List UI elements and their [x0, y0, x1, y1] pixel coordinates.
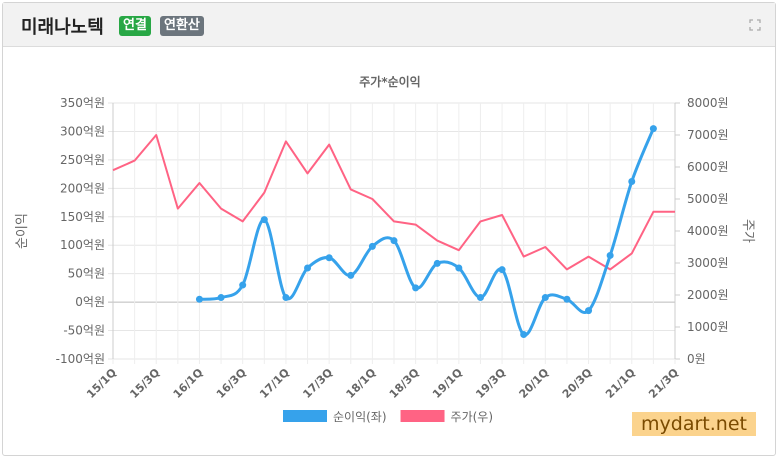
data-point — [476, 294, 484, 302]
y-tick-label: -100억원 — [56, 352, 105, 366]
y-axis-label: 순이익 — [15, 213, 30, 249]
badge[interactable]: 연결 — [119, 16, 151, 36]
data-point — [563, 295, 571, 303]
x-tick-label: 20/1Q — [517, 366, 552, 401]
y-tick-label: 300억원 — [60, 124, 105, 138]
data-point — [325, 254, 333, 262]
legend-label: 주가(우) — [451, 410, 493, 424]
data-point — [649, 125, 657, 133]
y-tick-label: -50억원 — [63, 324, 105, 338]
data-point — [412, 284, 420, 292]
legend-swatch — [400, 410, 445, 422]
y2-tick-label: 7000원 — [687, 128, 729, 142]
x-tick-label: 20/3Q — [560, 366, 595, 401]
x-tick-label: 16/3Q — [214, 366, 249, 401]
legend-swatch — [283, 410, 327, 422]
data-point — [606, 251, 614, 259]
y-tick-label: 250억원 — [60, 153, 105, 167]
y2-tick-label: 4000원 — [687, 224, 729, 238]
chart-title: 주가*순이익 — [359, 74, 420, 89]
x-tick-label: 18/3Q — [387, 366, 422, 401]
y2-tick-label: 3000원 — [687, 256, 729, 270]
x-tick-label: 18/1Q — [344, 366, 379, 401]
y2-axis-label: 주가 — [740, 219, 755, 243]
data-point — [585, 307, 593, 315]
x-tick-label: 17/1Q — [257, 366, 292, 401]
data-point — [239, 281, 247, 289]
x-tick-label: 21/1Q — [603, 366, 638, 401]
x-tick-label: 19/3Q — [473, 366, 508, 401]
company-title: 미래나노텍 — [21, 17, 104, 38]
x-tick-label: 16/1Q — [171, 366, 206, 401]
data-point — [541, 294, 549, 302]
y-tick-label: 350억원 — [60, 96, 105, 110]
data-point — [520, 331, 528, 339]
legend-label: 순이익(좌) — [333, 410, 387, 424]
data-point — [260, 216, 268, 224]
card: 미래나노텍 연결 연환산 — [2, 2, 776, 456]
y2-tick-label: 2000원 — [687, 288, 729, 302]
data-point — [347, 271, 355, 279]
x-tick-label: 21/3Q — [646, 366, 681, 401]
data-point — [433, 259, 441, 267]
data-point — [217, 294, 225, 302]
x-tick-label: 19/1Q — [430, 366, 465, 401]
y-tick-label: 50억원 — [68, 267, 105, 281]
y-tick-label: 200억원 — [60, 181, 105, 195]
x-tick-label: 15/3Q — [127, 366, 162, 401]
data-point — [368, 242, 376, 250]
data-point — [390, 237, 398, 245]
data-point — [195, 295, 203, 303]
series-line — [112, 134, 675, 271]
data-point — [628, 178, 636, 186]
expand-icon[interactable] — [749, 19, 761, 31]
data-point — [498, 266, 506, 274]
y2-tick-label: 5000원 — [687, 192, 729, 206]
data-point — [304, 264, 312, 272]
y-tick-label: 100억원 — [60, 238, 105, 252]
y2-tick-label: 8000원 — [687, 96, 729, 110]
x-tick-label: 15/1Q — [84, 366, 119, 401]
y2-tick-label: 0원 — [687, 352, 706, 366]
card-header: 미래나노텍 연결 연환산 — [3, 3, 775, 47]
series-line — [199, 128, 655, 337]
badge[interactable]: 연환산 — [160, 16, 204, 36]
y2-tick-label: 1000원 — [687, 320, 729, 334]
data-point — [282, 294, 290, 302]
y2-tick-label: 6000원 — [687, 160, 729, 174]
watermark: mydart.net — [632, 412, 756, 436]
y-tick-label: 150억원 — [60, 210, 105, 224]
y-tick-label: 0억원 — [75, 295, 105, 309]
data-point — [455, 264, 463, 272]
x-tick-label: 17/3Q — [300, 366, 335, 401]
